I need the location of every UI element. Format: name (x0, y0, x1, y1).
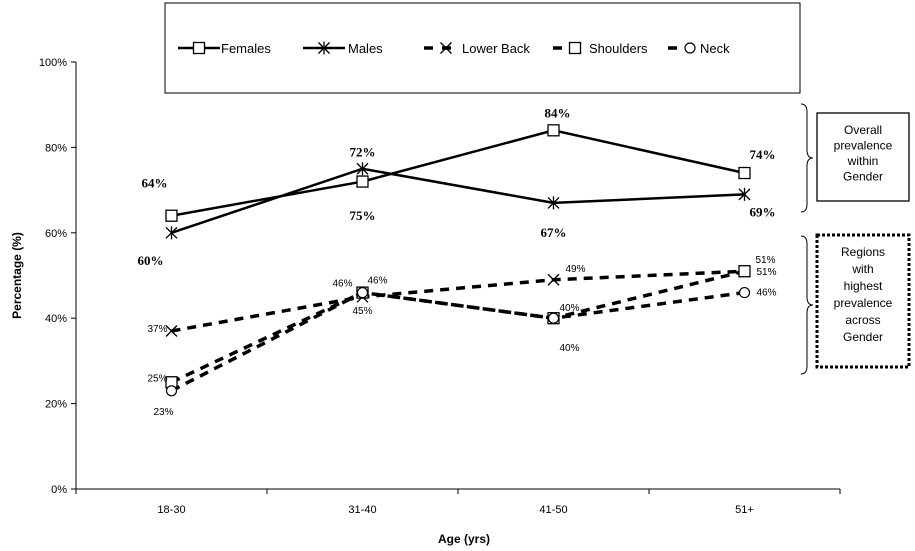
series-line (171, 269, 745, 333)
annotation-line: Gender (843, 170, 883, 184)
data-label: 60% (138, 253, 164, 268)
data-point (738, 286, 751, 299)
annotation-line: prevalence (834, 296, 893, 310)
series-lower-back (165, 265, 751, 337)
legend-item: Shoulders (553, 41, 648, 56)
data-point (165, 325, 178, 337)
annotation-line: with (851, 262, 873, 276)
legend-item: Neck (668, 41, 730, 56)
data-point (738, 187, 751, 201)
data-label: 25% (147, 373, 167, 384)
x-tick-label: 31-40 (348, 504, 376, 516)
data-point (738, 166, 751, 180)
annotations: OverallprevalencewithinGenderRegionswith… (800, 103, 911, 375)
legend-item: Females (178, 41, 271, 56)
data-label: 51% (755, 255, 775, 266)
y-tick-label: 20% (45, 399, 67, 411)
y-axis-title: Percentage (%) (10, 232, 24, 319)
annotation-line: across (845, 313, 880, 327)
legend-marker (684, 42, 696, 54)
legend-label: Lower Back (462, 41, 530, 56)
series-line (170, 290, 745, 393)
data-point (356, 175, 369, 188)
data-point (547, 312, 560, 324)
legend-label: Females (221, 41, 271, 56)
brace (800, 103, 814, 213)
data-point (547, 273, 560, 286)
y-tick-label: 60% (45, 228, 67, 240)
annotation-line: Gender (843, 330, 883, 344)
x-tick-label: 41-50 (539, 504, 567, 516)
data-label: 84% (545, 105, 571, 120)
legend-item: Lower Back (424, 41, 530, 56)
legend-label: Shoulders (589, 41, 648, 56)
data-label: 67% (541, 225, 567, 240)
data-label: 40% (559, 343, 579, 354)
legend-label: Males (348, 41, 383, 56)
data-label: 46% (756, 288, 776, 299)
annotation-line: Regions (841, 245, 885, 259)
series-line (171, 129, 745, 217)
annotation-box (816, 112, 910, 202)
y-tick-label: 0% (51, 484, 67, 496)
y-tick-label: 100% (39, 57, 67, 69)
legend-marker (568, 41, 582, 55)
data-point (356, 286, 369, 299)
data-label: 46% (332, 279, 352, 290)
data-label: 40% (559, 303, 579, 314)
legend-marker (318, 41, 330, 55)
legend-marker (192, 41, 206, 55)
data-label: 64% (142, 176, 168, 191)
data-point (165, 209, 178, 222)
x-tick-label: 51+ (735, 504, 754, 516)
legend-label: Neck (700, 41, 730, 56)
annotation-line: Overall (844, 123, 882, 137)
series-males (165, 162, 751, 240)
data-label: 37% (147, 324, 167, 335)
chart-axes: 0% 20% 40% 60% 80% 100% 18-30 31-40 41-50 51+ Age … (10, 57, 841, 546)
data-label: 23% (153, 407, 173, 418)
x-axis-title: Age (yrs) (438, 532, 490, 546)
series-females (165, 124, 751, 222)
x-tick-label: 18-30 (157, 504, 185, 516)
data-label: 46% (367, 276, 387, 287)
data-labels-layer: 64% 72% 84% 74% 60% 75% 67% 69% 37% 45% 49% 51% 25% 4… (138, 105, 777, 417)
legend-marker (440, 42, 452, 54)
data-point (547, 196, 560, 210)
y-tick-label: 40% (45, 313, 67, 325)
data-label: 75% (350, 208, 376, 223)
annotation-line: within (847, 154, 879, 168)
data-label: 45% (352, 306, 372, 317)
series-neck (165, 286, 751, 397)
legend-item: Males (303, 41, 383, 56)
data-point (165, 385, 178, 397)
data-point (356, 162, 369, 176)
annotation-box (815, 233, 911, 369)
annotation-regions: Regions with highest prevalence across Gender (815, 233, 911, 369)
series-line (171, 167, 745, 234)
series-layer (165, 124, 751, 397)
data-label: 49% (565, 264, 585, 275)
annotation-line: prevalence (834, 139, 893, 153)
data-label: 72% (350, 145, 376, 160)
annotation-line: highest (844, 279, 883, 293)
y-tick-label: 80% (45, 142, 67, 154)
brace (800, 235, 814, 375)
data-point (547, 124, 560, 137)
data-point (738, 265, 751, 278)
data-label: 51% (756, 267, 776, 278)
data-label: 74% (750, 147, 776, 162)
data-label: 69% (750, 204, 776, 219)
legend: Females Males Lower Back Shoulders Neck (164, 2, 801, 94)
series-shoulders (165, 265, 751, 389)
data-point (165, 226, 178, 240)
